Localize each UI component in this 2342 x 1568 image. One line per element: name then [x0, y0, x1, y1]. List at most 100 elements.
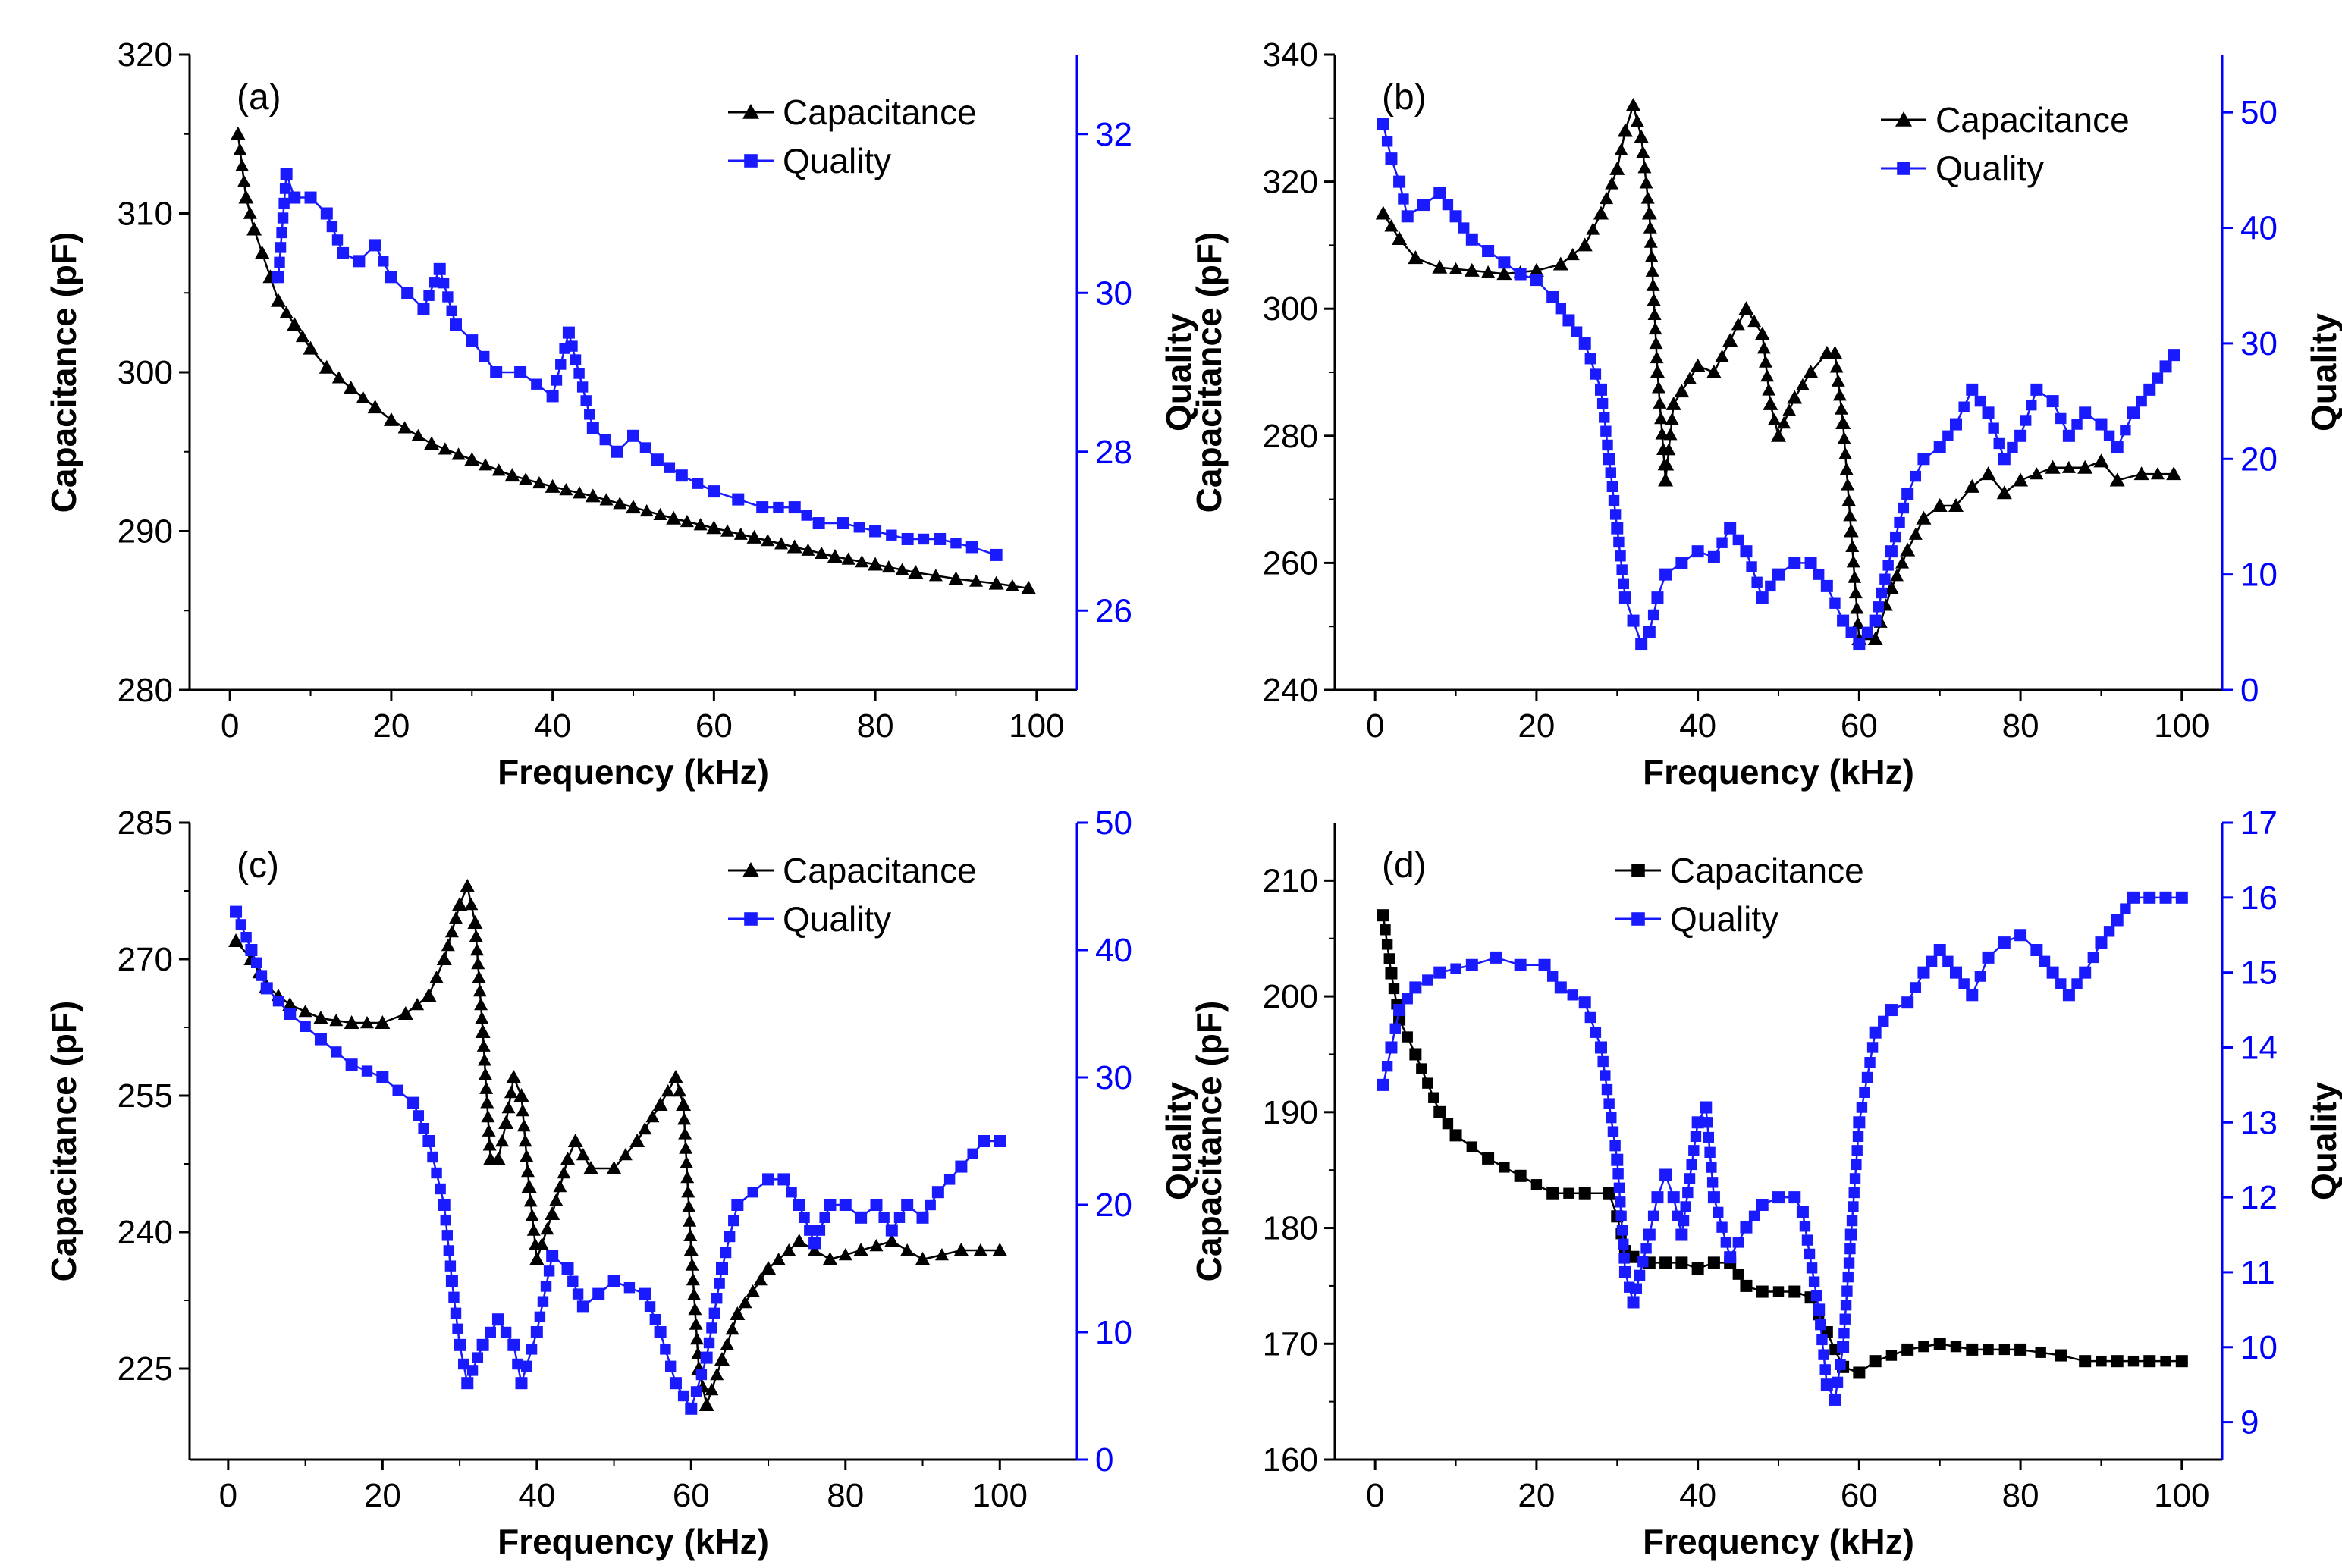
data-point	[576, 381, 589, 393]
data-point	[1607, 1126, 1619, 1137]
data-point	[1918, 1341, 1929, 1353]
data-point	[423, 290, 435, 301]
data-point	[540, 1281, 552, 1292]
data-point	[1762, 383, 1776, 396]
data-point	[545, 1206, 560, 1220]
data-point	[965, 541, 978, 554]
data-point	[555, 359, 567, 370]
data-point	[243, 206, 257, 219]
data-point	[515, 1377, 528, 1390]
data-point	[1845, 539, 1860, 553]
data-point	[1499, 1162, 1510, 1173]
data-point	[1703, 1131, 1715, 1143]
y2-axis-title: Quality	[1159, 313, 1198, 431]
data-point	[853, 522, 865, 533]
data-point	[1845, 626, 1857, 638]
data-point	[250, 957, 262, 968]
data-point	[1639, 176, 1653, 189]
data-point	[1428, 1092, 1439, 1103]
data-point	[720, 1247, 732, 1259]
data-point	[504, 1086, 518, 1099]
data-point	[1465, 958, 1478, 971]
data-point	[934, 532, 947, 545]
data-point	[777, 1173, 790, 1186]
legend-label: Quality	[1935, 149, 2044, 188]
legend: Capacitance Quality	[1881, 100, 2130, 188]
data-point	[1966, 383, 1979, 396]
data-point	[689, 1317, 703, 1330]
data-point	[786, 539, 802, 554]
data-point	[711, 1293, 723, 1304]
data-point	[1422, 1077, 1433, 1089]
data-point	[1627, 1296, 1640, 1309]
data-point	[992, 1243, 1008, 1256]
data-point	[1966, 1343, 1979, 1356]
data-point	[1890, 569, 1904, 582]
data-point	[1998, 936, 2011, 949]
data-point	[472, 971, 486, 983]
data-point	[585, 488, 601, 503]
x-tick-label: 80	[857, 707, 894, 745]
data-point	[2087, 952, 2099, 964]
data-point	[1402, 1031, 1413, 1043]
chart-panel-a: 0 20 40 60 80 100 280 290 300 310 320 26 28 30 32 Frequ…	[44, 36, 1198, 792]
data-point	[681, 1185, 695, 1198]
y-tick-label: 260	[1263, 544, 1318, 582]
data-point	[584, 409, 595, 420]
x-axis-title: Frequency (kHz)	[1643, 1522, 1914, 1561]
data-point	[479, 350, 490, 362]
y2-tick-label: 10	[2240, 1329, 2278, 1366]
data-point	[1829, 597, 1841, 609]
x-tick-label: 100	[1009, 707, 1064, 745]
data-point	[300, 1021, 311, 1032]
data-point	[433, 262, 446, 275]
data-point	[1848, 585, 1863, 599]
data-point	[383, 412, 399, 426]
data-point	[978, 1135, 990, 1147]
data-point	[534, 1311, 546, 1323]
y-tick-label: 170	[1263, 1325, 1318, 1363]
x-tick-label: 80	[2002, 1477, 2039, 1514]
data-point	[654, 1326, 667, 1338]
data-point	[881, 560, 896, 573]
y2-tick-label: 10	[2240, 557, 2278, 594]
y2-tick-label: 30	[1095, 274, 1132, 312]
data-point	[1385, 152, 1398, 165]
data-point	[344, 1015, 359, 1029]
data-point	[1659, 1256, 1672, 1269]
data-point	[441, 1230, 454, 1241]
data-point	[1756, 1285, 1769, 1298]
data-point	[1998, 453, 2011, 466]
data-point	[1377, 909, 1389, 922]
data-point	[2055, 978, 2067, 989]
data-point	[1810, 1290, 1822, 1302]
data-point	[2014, 929, 2027, 942]
data-point	[916, 1211, 929, 1224]
data-point	[361, 1065, 373, 1077]
data-point	[573, 486, 587, 499]
data-point	[988, 575, 1004, 590]
data-point	[1432, 259, 1448, 274]
data-point	[592, 1287, 605, 1300]
chart-panel-b: 0 20 40 60 80 100 240 260 280 300 320 340 0 10 20 30 40 5…	[1189, 36, 2342, 792]
data-point	[2079, 966, 2092, 979]
data-point	[512, 1358, 523, 1370]
data-point	[1808, 1276, 1820, 1287]
x-tick-label: 60	[695, 707, 733, 745]
data-point	[1751, 576, 1763, 588]
data-point	[304, 191, 317, 204]
data-point	[460, 879, 476, 892]
data-point	[1690, 358, 1706, 372]
data-point	[1680, 1201, 1691, 1212]
data-point	[1422, 974, 1433, 986]
data-point	[2103, 926, 2115, 937]
x-tick-label: 20	[372, 707, 410, 745]
data-point	[466, 334, 479, 347]
data-point	[479, 1068, 492, 1080]
data-point	[1481, 265, 1496, 278]
data-point	[673, 1084, 687, 1097]
data-point	[576, 1300, 589, 1313]
data-point	[1716, 537, 1728, 548]
y-tick-label: 290	[118, 513, 173, 550]
data-point	[1381, 1060, 1393, 1072]
